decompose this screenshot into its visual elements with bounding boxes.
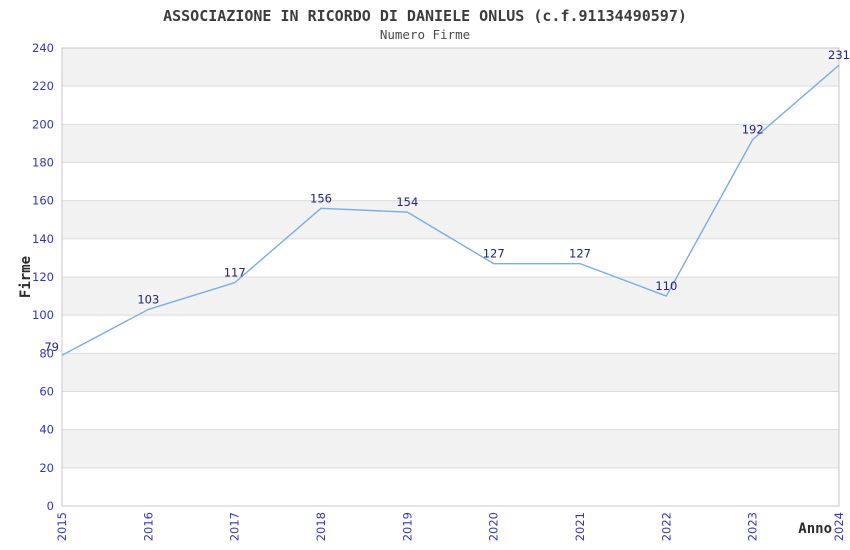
x-tick-label: 2022	[659, 512, 673, 541]
y-tick-label: 140	[32, 232, 54, 246]
y-tick-label: 180	[32, 156, 54, 170]
y-tick-label: 100	[32, 308, 54, 322]
series-line	[61, 64, 840, 356]
data-point-label: 192	[742, 123, 764, 137]
y-tick-label: 160	[32, 194, 54, 208]
grid-band	[62, 277, 839, 316]
data-point-label: 127	[569, 247, 591, 261]
chart-subtitle: Numero Firme	[379, 27, 471, 42]
x-tick-label: 2019	[400, 512, 414, 541]
data-point-label: 103	[137, 292, 159, 306]
grid-band	[62, 48, 839, 87]
x-tick-label: 2017	[228, 512, 242, 541]
x-tick-label: 2023	[746, 512, 760, 541]
data-point-label: 79	[44, 340, 59, 354]
y-axis-title: Firme	[18, 256, 34, 298]
y-tick-label: 60	[39, 385, 54, 399]
grid-band	[62, 353, 839, 392]
x-tick-label: 2021	[573, 512, 587, 541]
data-point-label: 110	[655, 279, 677, 293]
x-axis-title: Anno	[798, 521, 832, 537]
y-tick-label: 220	[32, 79, 54, 93]
grid-band	[62, 429, 839, 468]
data-point-label: 117	[224, 266, 246, 280]
y-tick-label: 200	[32, 117, 54, 131]
data-point-label: 154	[396, 195, 418, 209]
y-tick-label: 20	[39, 461, 54, 475]
grid-band	[62, 200, 839, 239]
y-tick-label: 0	[47, 499, 54, 513]
y-tick-label: 40	[39, 423, 54, 437]
x-tick-label: 2020	[487, 512, 501, 541]
data-point-label: 127	[483, 247, 505, 261]
y-tick-label: 80	[39, 346, 54, 360]
data-point-label: 231	[828, 48, 850, 62]
y-tick-label: 240	[32, 41, 54, 55]
data-point-label: 156	[310, 191, 332, 205]
x-tick-label: 2018	[314, 512, 328, 541]
y-tick-label: 120	[32, 270, 54, 284]
chart-title: ASSOCIAZIONE IN RICORDO DI DANIELE ONLUS…	[163, 7, 687, 25]
plot-border	[61, 47, 840, 507]
x-tick-label: 2015	[55, 512, 69, 541]
x-tick-label: 2016	[141, 512, 155, 541]
grid-band	[62, 124, 839, 163]
x-tick-label: 2024	[832, 512, 846, 541]
